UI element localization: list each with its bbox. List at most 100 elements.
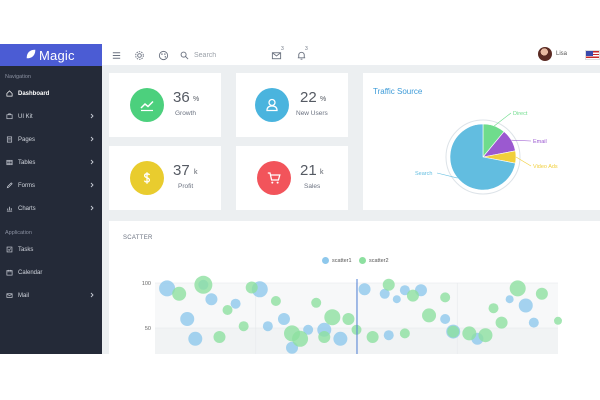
sidebar-item-dashboard[interactable]: Dashboard <box>0 82 102 105</box>
chevron-right-icon <box>89 205 95 211</box>
stat-unit: % <box>320 96 327 103</box>
scatter2-point <box>366 331 379 343</box>
scatter-card: SCATTER scatter1 scatter2 100 50 <box>109 221 600 354</box>
language-flag-icon[interactable] <box>585 50 600 60</box>
chevron-right-icon <box>89 292 95 298</box>
traffic-source-card: Traffic Source Search Direct Email Video Ad… <box>363 73 600 210</box>
legend-label: scatter1 <box>332 257 352 264</box>
traffic-pie-chart: Search Direct Email Video Ads <box>415 111 558 195</box>
sidebar-item-label: Calendar <box>18 269 43 276</box>
search-icon <box>180 51 189 59</box>
scatter-plot: 100 50 <box>142 275 562 354</box>
sidebar-item-tables[interactable]: Tables <box>0 151 102 174</box>
scatter2-point <box>342 313 355 325</box>
traffic-source-title: Traffic Source <box>373 87 423 96</box>
legend-swatch <box>359 257 366 264</box>
pie-leader-line <box>511 139 532 142</box>
scatter2-point <box>318 331 331 343</box>
scatter2-point <box>554 316 562 325</box>
sidebar-item-label: Forms <box>18 182 35 189</box>
scatter2-point <box>324 309 341 326</box>
stat-unit: % <box>193 96 200 103</box>
dollar-icon <box>130 161 164 195</box>
scatter1-point <box>528 317 539 328</box>
scatter2-point <box>495 316 508 329</box>
top-bar: Magic 3 3 Lisa <box>0 44 600 66</box>
legend-swatch <box>322 257 329 264</box>
scatter1-point <box>505 295 514 304</box>
palette-icon[interactable] <box>156 48 170 62</box>
scatter1-point <box>205 293 218 306</box>
mail-icon[interactable] <box>269 48 283 62</box>
stat-value: 36 <box>173 89 190 106</box>
scatter2-point <box>399 328 410 339</box>
sidebar-item-label: Tasks <box>18 246 34 253</box>
scatter1-point <box>159 280 176 297</box>
user-menu[interactable]: Lisa <box>538 47 567 61</box>
scatter1-point <box>440 314 451 324</box>
stat-label: Growth <box>175 110 196 117</box>
scatter2-point <box>292 330 309 347</box>
search-box[interactable] <box>180 46 260 64</box>
scatter2-point <box>245 281 258 294</box>
scatter2-point <box>406 289 419 302</box>
legend-scatter2[interactable]: scatter2 <box>359 257 389 264</box>
app-section-header: Application <box>5 230 32 236</box>
menu-icon[interactable] <box>109 48 123 62</box>
scatter2-point <box>535 287 548 300</box>
sidebar-item-ui-kit[interactable]: UI Kit <box>0 105 102 128</box>
scatter2-point <box>222 305 233 315</box>
sidebar-item-tasks[interactable]: Tasks <box>0 238 102 261</box>
scatter1-point <box>518 298 533 313</box>
sidebar-item-charts[interactable]: Charts <box>0 197 102 220</box>
pie-label: Email <box>533 139 547 145</box>
stat-value: 22 <box>300 89 317 106</box>
brand-name: Magic <box>39 47 75 63</box>
sidebar-item-mail[interactable]: Mail <box>0 284 102 307</box>
cart-icon <box>257 161 291 195</box>
scatter2-point <box>172 286 187 301</box>
pencil-icon <box>5 182 13 190</box>
scatter1-point <box>383 330 394 341</box>
scatter2-point <box>447 325 460 338</box>
gear-icon[interactable] <box>132 48 146 62</box>
scatter1-point <box>392 295 401 304</box>
stat-label: New Users <box>296 110 328 117</box>
legend-scatter1[interactable]: scatter1 <box>322 257 352 264</box>
mail-icon <box>5 292 13 300</box>
y-tick-label: 50 <box>145 326 151 332</box>
stat-card-new-users: 22 % New Users <box>236 73 348 137</box>
bell-icon[interactable] <box>294 48 308 62</box>
mail-count-badge: 3 <box>281 46 284 52</box>
pie-leader-line <box>493 112 512 127</box>
scatter2-point <box>213 331 226 343</box>
brand[interactable]: Magic <box>0 44 102 66</box>
sidebar-item-forms[interactable]: Forms <box>0 174 102 197</box>
stat-unit: k <box>320 169 324 176</box>
scatter2-point <box>440 292 451 303</box>
stat-card-profit: 37 k Profit <box>109 146 221 210</box>
bell-count-badge: 3 <box>305 46 308 52</box>
scatter2-point <box>478 328 493 343</box>
chevron-right-icon <box>89 113 95 119</box>
scatter1-point <box>358 283 371 296</box>
nav-section-header: Navigation <box>5 74 31 80</box>
stat-card-growth: 36 % Growth <box>109 73 221 137</box>
pie-leader-line <box>436 172 458 179</box>
sidebar-item-pages[interactable]: Pages <box>0 128 102 151</box>
sidebar-item-calendar[interactable]: Calendar <box>0 261 102 284</box>
search-input[interactable] <box>194 51 254 59</box>
scatter2-point <box>270 296 281 306</box>
y-tick-label: 100 <box>142 281 151 287</box>
scatter1-point <box>230 298 241 309</box>
chevron-right-icon <box>89 136 95 142</box>
scatter2-point <box>422 308 437 323</box>
scatter2-point <box>462 326 477 341</box>
sidebar-item-label: Charts <box>18 205 36 212</box>
sidebar-item-label: Pages <box>18 136 36 143</box>
chevron-right-icon <box>89 159 95 165</box>
user-name: Lisa <box>556 51 568 57</box>
pie-label: Video Ads <box>533 164 558 170</box>
stat-label: Sales <box>304 183 321 190</box>
scatter1-point <box>188 331 203 346</box>
